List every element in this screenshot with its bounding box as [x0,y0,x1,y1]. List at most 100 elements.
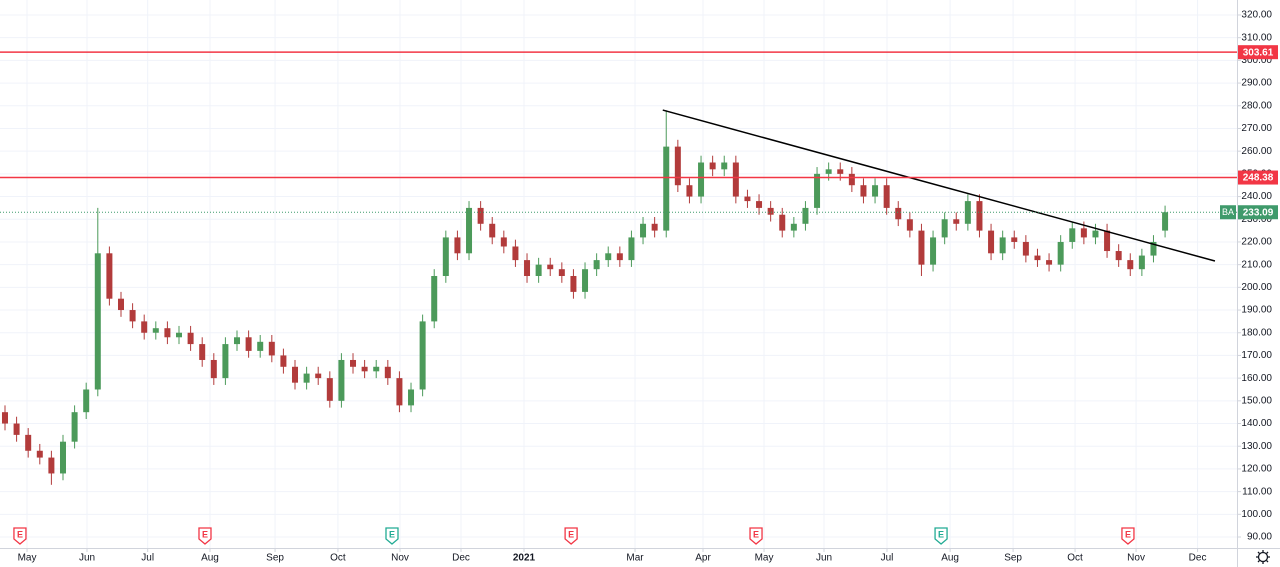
candle-body [187,332,194,345]
last-price-label: 233.09 [1243,207,1274,218]
candle-body [1150,241,1157,256]
candle-body [222,344,229,379]
candle-body [593,260,600,270]
candle-body [36,450,43,458]
earnings-marker[interactable]: E [198,527,212,545]
candle-body [1104,230,1111,252]
candle-body [71,412,78,442]
candle-body [895,207,902,220]
candle-body [48,457,55,474]
candle-body [1069,228,1076,242]
grid [0,0,1237,548]
candle-body [709,162,716,170]
x-tick-label: Jul [141,553,154,564]
candle-body [1046,260,1053,265]
candle-body [94,253,101,390]
earnings-label: E [389,529,395,539]
x-tick-label: Mar [626,553,644,564]
y-tick-label: 150.00 [1241,395,1272,406]
earnings-label: E [753,529,759,539]
earnings-badge [198,527,212,545]
y-tick-label: 130.00 [1241,441,1272,452]
y-tick-label: 230.00 [1241,214,1272,225]
candle-body [384,366,391,379]
axes: 90.00 100.00 110.00 120.00 130.00 140.00 150.0… [18,10,1278,564]
y-tick-label: 120.00 [1241,464,1272,475]
y-tick-label: 240.00 [1241,191,1272,202]
x-tick-label: May [18,553,37,564]
earnings-badge [749,527,763,545]
candle-body [199,344,206,360]
candle-body [1092,230,1099,238]
earnings-marker[interactable]: E [385,527,399,545]
candle-body [164,328,171,338]
candle-body [83,389,90,413]
candle-body [883,185,890,208]
earnings-marker[interactable]: E [13,527,27,545]
candle-body [152,328,159,333]
candle-body [628,237,635,261]
last-price-box [1238,205,1278,220]
marks [1,110,1169,485]
earnings-badge [13,527,27,545]
candle-body [988,230,995,254]
earnings-label: E [202,529,208,539]
candle-body [1057,241,1064,265]
x-tick-label: Oct [330,553,346,564]
candle-body [674,146,681,186]
candle-body [976,201,983,231]
x-tick-label: Dec [452,553,470,564]
candle-body [257,341,264,351]
settings-icon[interactable] [1256,550,1270,564]
candle-body [500,237,507,247]
candle-body [373,366,380,372]
earnings-marker[interactable]: E [564,527,578,545]
earnings-marker[interactable]: E [749,527,763,545]
candle-body [408,389,415,406]
y-tick-label: 210.00 [1241,259,1272,270]
earnings-marker[interactable]: E [934,527,948,545]
candle-body [686,185,693,197]
candle-body [117,298,124,311]
candle-body [930,237,937,265]
candle-body [651,223,658,231]
level-label-box [1238,45,1278,60]
y-tick-label: 90.00 [1247,532,1272,543]
x-tick-label: Jun [816,553,832,564]
x-tick-label: Sep [266,553,284,564]
candle-body [558,269,565,276]
x-tick-label: Nov [1127,553,1145,564]
earnings-label: E [938,529,944,539]
level-label-box [1238,170,1278,185]
earnings-badge [1121,527,1135,545]
y-tick-label: 300.00 [1241,55,1272,66]
y-tick-label: 220.00 [1241,237,1272,248]
candle-body [129,310,136,322]
x-tick-label: 2021 [513,553,536,564]
earnings-label: E [568,529,574,539]
candle-body [338,359,345,401]
earnings-badge [934,527,948,545]
candle-body [756,201,763,208]
y-tick-label: 160.00 [1241,373,1272,384]
candle-body [59,441,66,474]
candle-body [1,412,8,424]
candle-body [999,237,1006,254]
candle-body [106,253,113,299]
earnings-marker[interactable]: E [1121,527,1135,545]
x-tick-label: Apr [695,553,711,564]
candle-body [721,162,728,170]
candle-body [477,207,484,224]
earnings-label: E [17,529,23,539]
candle-body [315,373,322,379]
candle-body [1080,228,1087,238]
candle-body [616,253,623,261]
candle-body [419,321,426,390]
level-label: 303.61 [1243,47,1274,58]
x-tick-label: Sep [1004,553,1022,564]
candle-body [1034,255,1041,261]
trendline[interactable] [662,109,1216,262]
candle-body [1011,237,1018,242]
candle-body [280,355,287,367]
candle-body [802,207,809,224]
